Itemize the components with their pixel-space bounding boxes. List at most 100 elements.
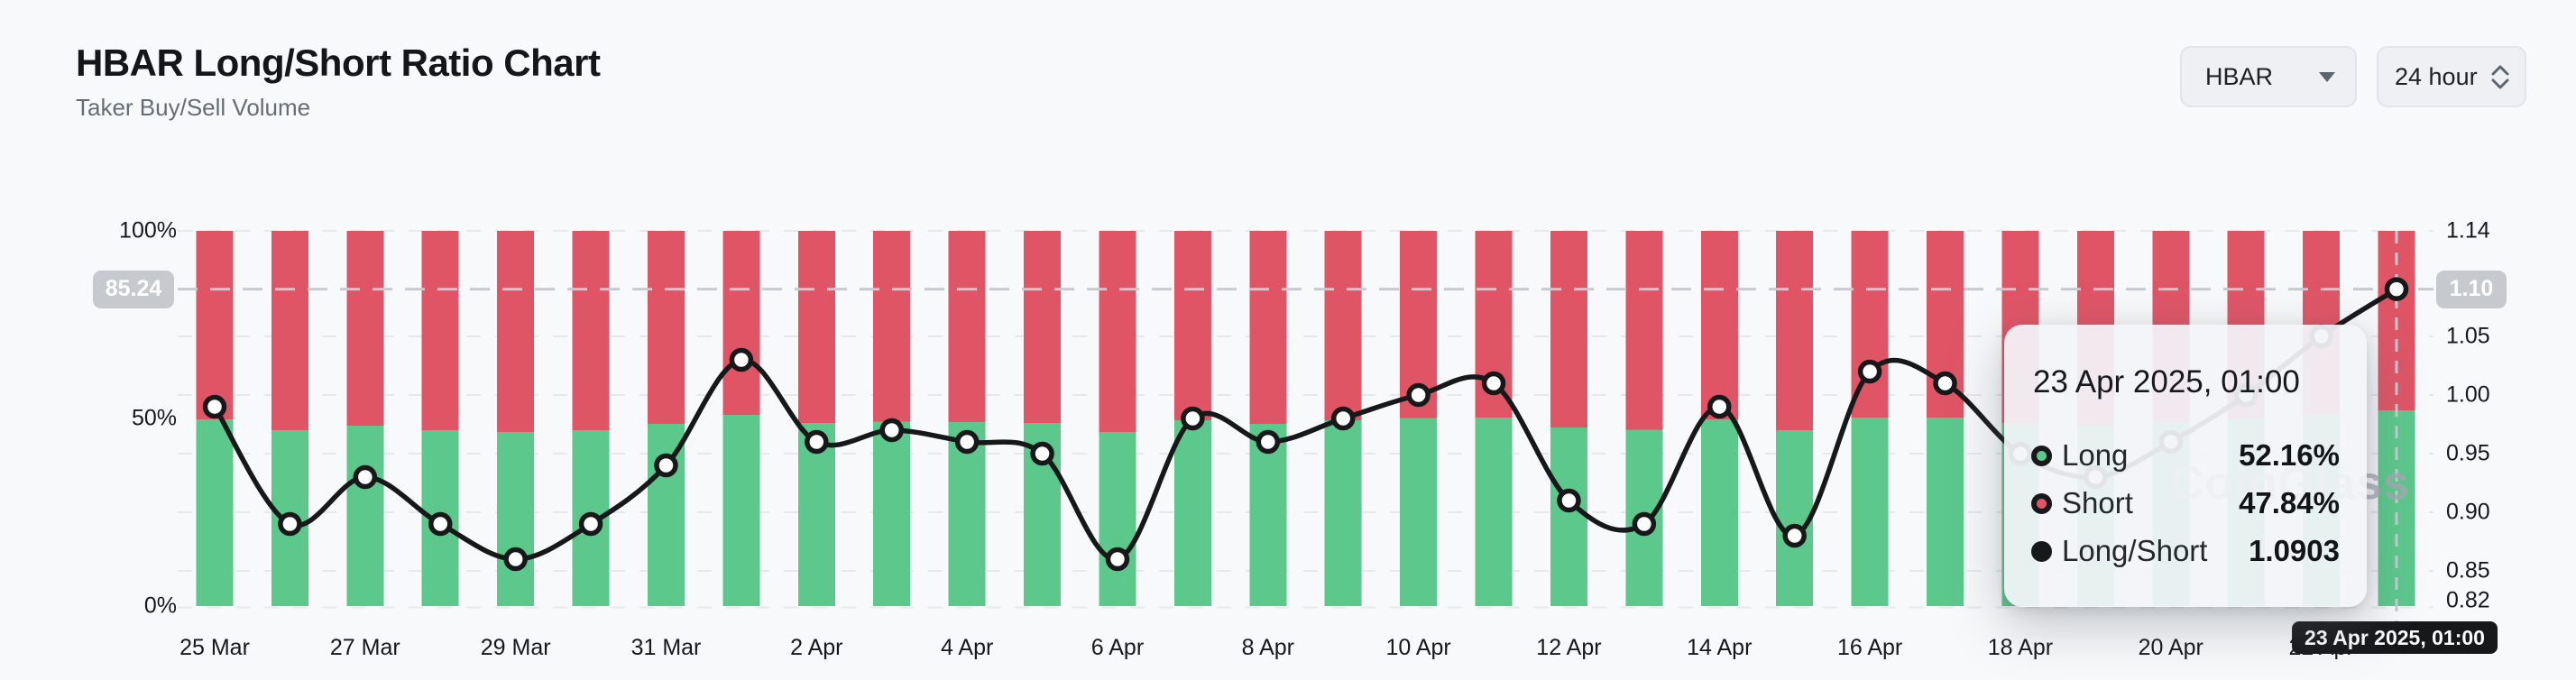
x-axis-tick: 6 Apr [1090,635,1145,660]
ratio-point-marker [2384,277,2409,301]
ratio-point-marker [1481,371,1506,396]
long-bar-segment [1099,431,1136,606]
long-bar-segment [1776,429,1814,606]
coin-select-value: HBAR [2205,62,2274,90]
x-axis-tick: 8 Apr [1241,635,1294,660]
ratio-point-marker [278,511,302,537]
ratio-point-marker [805,429,829,455]
x-axis-tick: 18 Apr [1987,635,2054,660]
crosshair-left-value-chip: 85.24 [93,270,174,308]
right-axis-tick: 1.05 [2446,323,2490,349]
ratio-point-marker [1707,394,1732,419]
page-title: HBAR Long/Short Ratio Chart [76,41,601,84]
short-bar-segment [1173,231,1211,421]
page-subtitle: Taker Buy/Sell Volume [76,94,311,121]
short-bar-segment [722,231,760,415]
tooltip-row: Long 52.16% [2031,437,2340,473]
tooltip-row-value: 47.84% [2239,486,2340,519]
crosshair-right-value-chip: 1.10 [2436,270,2507,308]
x-axis-tick: 27 Mar [329,635,400,660]
tooltip-row-label: Short [2062,486,2133,519]
ratio-point-marker [1256,429,1281,455]
long-bar-segment [1475,418,1513,606]
short-bar-segment [1550,231,1587,427]
right-axis-tick: 1.14 [2446,217,2490,244]
right-axis-tick: 0.85 [2446,557,2490,584]
long-bar-segment [2378,410,2415,606]
ratio-point-marker [1030,441,1054,466]
long-bar-segment [346,425,384,606]
short-bar-segment [572,231,610,430]
chevron-up-down-icon [2490,65,2510,89]
short-bar-segment [647,231,685,424]
x-axis-tick: 25 Mar [179,635,250,660]
ratio-point-marker [654,453,678,478]
short-bar-segment [497,231,535,432]
ratio-point-marker [1557,488,1581,513]
short-bar-segment [1625,231,1663,430]
right-axis-tick: 0.90 [2446,499,2490,525]
long-bar-segment [1700,419,1738,606]
long-bar-segment [1550,427,1587,606]
interval-select[interactable]: 24 hour [2377,46,2526,107]
right-axis-tick: 0.95 [2446,440,2490,466]
long-bar-segment [722,414,760,606]
ratio-point-marker [1782,523,1807,548]
tooltip-row-value: 52.16% [2239,438,2340,472]
coin-select[interactable]: HBAR [2180,46,2357,107]
ratio-point-marker [729,347,754,372]
chart-tooltip: 23 Apr 2025, 01:00 Long 52.16% Short 47.84%… [2004,325,2367,607]
legend-dot-icon [2031,540,2052,562]
x-axis-tick: 2 Apr [790,635,843,660]
short-bar-segment [1776,231,1814,430]
legend-dot-icon [2031,492,2052,514]
x-axis-tick: 31 Mar [630,635,702,660]
tooltip-row-label: Long [2062,438,2129,472]
long-bar-segment [1851,417,1889,606]
right-axis-tick: 1.00 [2446,381,2490,408]
ratio-point-marker [353,464,378,490]
x-axis-tick: 20 Apr [2138,635,2203,660]
short-bar-segment [948,231,986,423]
ratio-point-marker [1406,382,1431,408]
ratio-point-marker [1857,359,1882,384]
ratio-point-marker [954,429,980,455]
long-bar-segment [873,421,911,606]
ratio-point-marker [879,418,904,443]
long-bar-segment [196,418,234,606]
short-bar-segment [421,231,459,430]
long-bar-segment [497,431,535,606]
tooltip-row-label: Long/Short [2062,534,2208,567]
legend-dot-icon [2031,445,2052,466]
ratio-point-marker [503,547,528,572]
ratio-point-marker [428,511,453,537]
crosshair-date-pill: 23 Apr 2025, 01:00 [2292,621,2498,654]
right-axis-tick: 0.82 [2446,587,2490,613]
ratio-point-marker [1330,406,1356,431]
ratio-point-marker [1181,406,1205,431]
long-bar-segment [1249,423,1287,606]
tooltip-title: 23 Apr 2025, 01:00 [2033,364,2300,400]
short-bar-segment [196,231,234,419]
x-axis-tick: 14 Apr [1687,635,1753,660]
x-axis-tick: 10 Apr [1385,635,1451,660]
interval-select-value: 24 hour [2395,62,2478,90]
left-axis-tick: 100% [119,217,177,244]
ratio-point-marker [578,511,603,537]
short-bar-segment [346,231,384,426]
left-axis-tick: 0% [143,593,177,619]
long-bar-segment [1927,418,1964,606]
ratio-point-marker [1105,547,1130,572]
tooltip-row: Long/Short 1.0903 [2031,533,2340,569]
ratio-point-marker [202,394,227,419]
short-bar-segment [797,231,835,423]
x-axis-tick: 12 Apr [1536,635,1602,660]
x-axis-tick: 4 Apr [940,635,994,660]
ratio-point-marker [1632,511,1657,537]
x-axis-tick: 16 Apr [1836,635,1903,660]
short-bar-segment [271,231,308,430]
short-bar-segment [1700,231,1738,420]
tooltip-row-value: 1.0903 [2249,534,2340,567]
ratio-point-marker [1933,371,1957,396]
